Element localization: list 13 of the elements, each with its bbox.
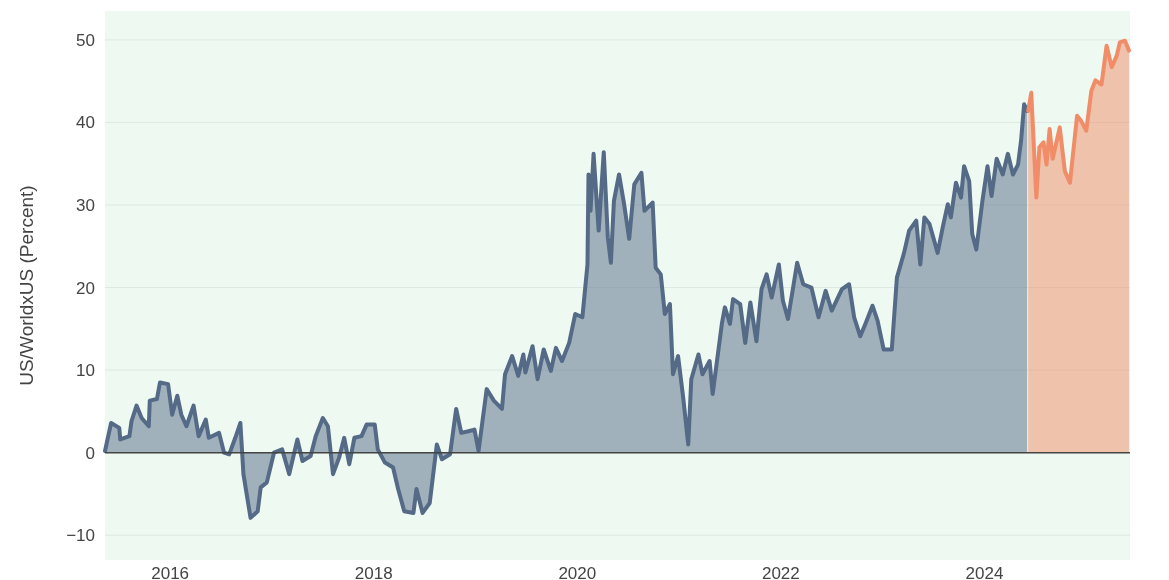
x-tick-label: 2020 xyxy=(558,564,597,580)
x-tick-label: 2024 xyxy=(965,564,1004,580)
y-tick-label: 20 xyxy=(76,278,95,298)
x-tick-label: 2018 xyxy=(354,564,393,580)
y-tick-label: 40 xyxy=(76,113,95,133)
y-tick-label: 50 xyxy=(76,30,95,50)
y-axis-title: US/WorldxUS (Percent) xyxy=(16,185,37,386)
x-tick-label: 2022 xyxy=(761,564,800,580)
y-tick-label: 10 xyxy=(76,361,95,381)
x-tick-label: 2016 xyxy=(151,564,190,580)
y-tick-label: 0 xyxy=(85,443,95,463)
y-tick-label: −10 xyxy=(66,526,95,546)
y-tick-label: 30 xyxy=(76,195,95,215)
